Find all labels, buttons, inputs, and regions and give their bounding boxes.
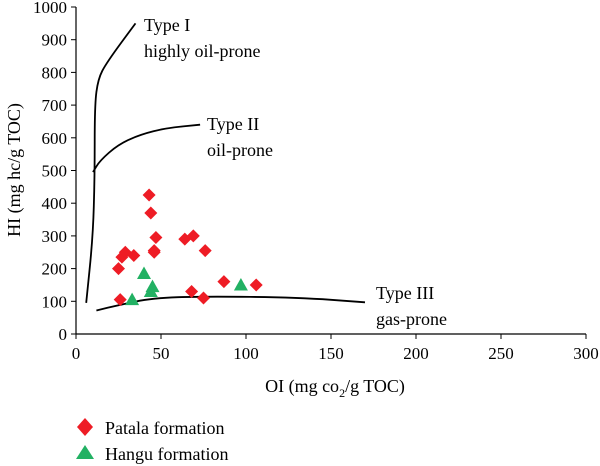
- x-tick-label: 100: [233, 344, 259, 363]
- x-axis-title: OI (mg co2/g TOC): [265, 376, 405, 400]
- hangu-point: [125, 292, 140, 306]
- annotation-type-iii-line1: Type III: [376, 283, 434, 303]
- axes: 0 50 100 150 200 250 300 0 100 200 300 400 500 600 700…: [33, 0, 599, 363]
- patala-point: [249, 278, 263, 292]
- type-curves: [85, 22, 366, 312]
- y-tick-label: 100: [42, 292, 68, 311]
- patala-point: [186, 229, 200, 243]
- y-tick-label: 300: [42, 227, 68, 246]
- annotation-type-i-line1: Type I: [144, 15, 190, 35]
- type-iii-curve: [96, 295, 366, 312]
- annotation-type-iii-line2: gas-prone: [376, 309, 447, 329]
- patala-point: [112, 262, 125, 276]
- y-tick-label: 200: [42, 260, 68, 279]
- legend-item-hangu: Hangu formation: [76, 444, 228, 464]
- legend-label-patala: Patala formation: [105, 418, 224, 438]
- x-axis-title-part2: /g TOC): [345, 376, 405, 397]
- x-axis-title-part1: OI (mg co: [265, 376, 339, 397]
- patala-point: [142, 188, 156, 202]
- patala-point: [144, 206, 158, 220]
- patala-point: [149, 231, 163, 245]
- y-tick-label: 700: [42, 96, 68, 115]
- y-axis-title: HI (mg hc/g TOC): [4, 103, 25, 237]
- type-i-curve: [85, 22, 137, 303]
- x-tick-label: 150: [318, 344, 344, 363]
- x-tick-label: 300: [573, 344, 599, 363]
- y-tick-label: 600: [42, 129, 68, 148]
- legend-marker-patala: [77, 418, 93, 436]
- data-points: [112, 188, 263, 307]
- patala-point: [185, 284, 199, 298]
- y-tick-label: 900: [42, 31, 68, 50]
- x-tick-label: 0: [72, 344, 81, 363]
- hangu-point: [137, 266, 151, 280]
- x-tick-label: 50: [153, 344, 170, 363]
- x-axis-title-subscript: 2: [339, 386, 345, 400]
- patala-point: [147, 245, 161, 259]
- annotation-type-ii-line2: oil-prone: [207, 140, 273, 160]
- patala-point: [113, 293, 127, 307]
- patala-point: [127, 249, 141, 263]
- legend-label-hangu: Hangu formation: [105, 444, 228, 464]
- type-ii-curve: [92, 123, 201, 173]
- annotation-type-i-line2: highly oil-prone: [144, 41, 260, 61]
- x-tick-label: 250: [488, 344, 514, 363]
- legend: Patala formation Hangu formation: [76, 418, 228, 464]
- patala-point: [217, 275, 231, 289]
- x-tick-label: 200: [403, 344, 429, 363]
- legend-marker-hangu: [76, 445, 94, 459]
- y-tick-label: 400: [42, 194, 68, 213]
- hangu-point: [233, 277, 248, 291]
- y-tick-label: 1000: [33, 0, 67, 17]
- patala-point: [198, 244, 212, 258]
- hangu-point: [145, 279, 160, 293]
- y-tick-label: 800: [42, 63, 68, 82]
- y-tick-label: 500: [42, 162, 68, 181]
- legend-item-patala: Patala formation: [77, 418, 224, 438]
- annotation-type-ii-line1: Type II: [207, 114, 259, 134]
- patala-point: [197, 291, 210, 305]
- y-tick-label: 0: [59, 325, 68, 344]
